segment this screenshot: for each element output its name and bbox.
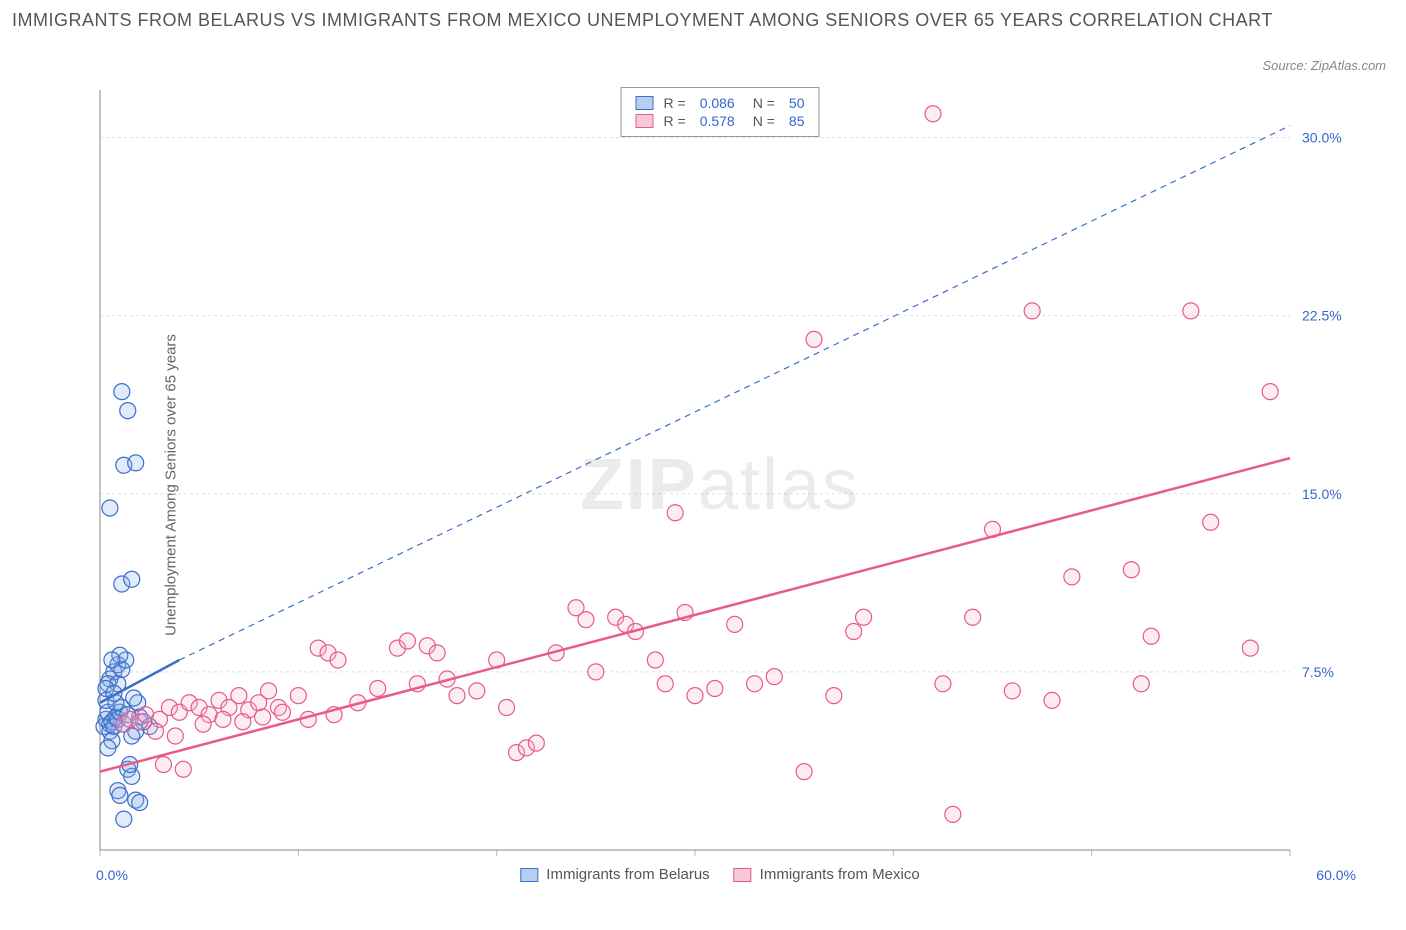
legend-row: R = 0.086 N = 50	[636, 94, 805, 112]
legend-swatch-icon	[636, 96, 654, 110]
legend-item: Immigrants from Belarus	[520, 866, 709, 883]
svg-text:22.5%: 22.5%	[1302, 308, 1342, 324]
correlation-legend: R = 0.086 N = 50 R = 0.578 N = 85	[621, 87, 820, 137]
legend-stat-r-value: 0.578	[700, 113, 735, 129]
page-title: IMMIGRANTS FROM BELARUS VS IMMIGRANTS FR…	[12, 8, 1346, 33]
x-axis-max-label: 60.0%	[1316, 867, 1356, 883]
svg-text:30.0%: 30.0%	[1302, 130, 1342, 146]
legend-series-label: Immigrants from Mexico	[760, 866, 920, 883]
chart-container: Unemployment Among Seniors over 65 years…	[50, 85, 1360, 885]
svg-text:15.0%: 15.0%	[1302, 486, 1342, 502]
legend-stat-n-label: N =	[753, 95, 775, 111]
svg-text:7.5%: 7.5%	[1302, 664, 1334, 680]
legend-row: R = 0.578 N = 85	[636, 112, 805, 130]
legend-stat-r-label: R =	[664, 95, 686, 111]
legend-stat-n-value: 50	[789, 95, 805, 111]
legend-stat-n-label: N =	[753, 113, 775, 129]
legend-swatch-icon	[520, 868, 538, 882]
legend-stat-n-value: 85	[789, 113, 805, 129]
legend-stat-r-value: 0.086	[700, 95, 735, 111]
scatter-plot: 7.5% 15.0% 22.5% 30.0% R = 0.086 N = 50 R =…	[80, 85, 1360, 885]
legend-stat-r-label: R =	[664, 113, 686, 129]
legend-swatch-icon	[734, 868, 752, 882]
source-label: Source: ZipAtlas.com	[1262, 58, 1386, 73]
legend-swatch-icon	[636, 114, 654, 128]
series-legend: Immigrants from Belarus Immigrants from …	[520, 866, 919, 883]
legend-series-label: Immigrants from Belarus	[546, 866, 709, 883]
legend-item: Immigrants from Mexico	[734, 866, 920, 883]
x-axis-min-label: 0.0%	[96, 867, 128, 883]
plot-svg: 7.5% 15.0% 22.5% 30.0%	[80, 85, 1360, 885]
